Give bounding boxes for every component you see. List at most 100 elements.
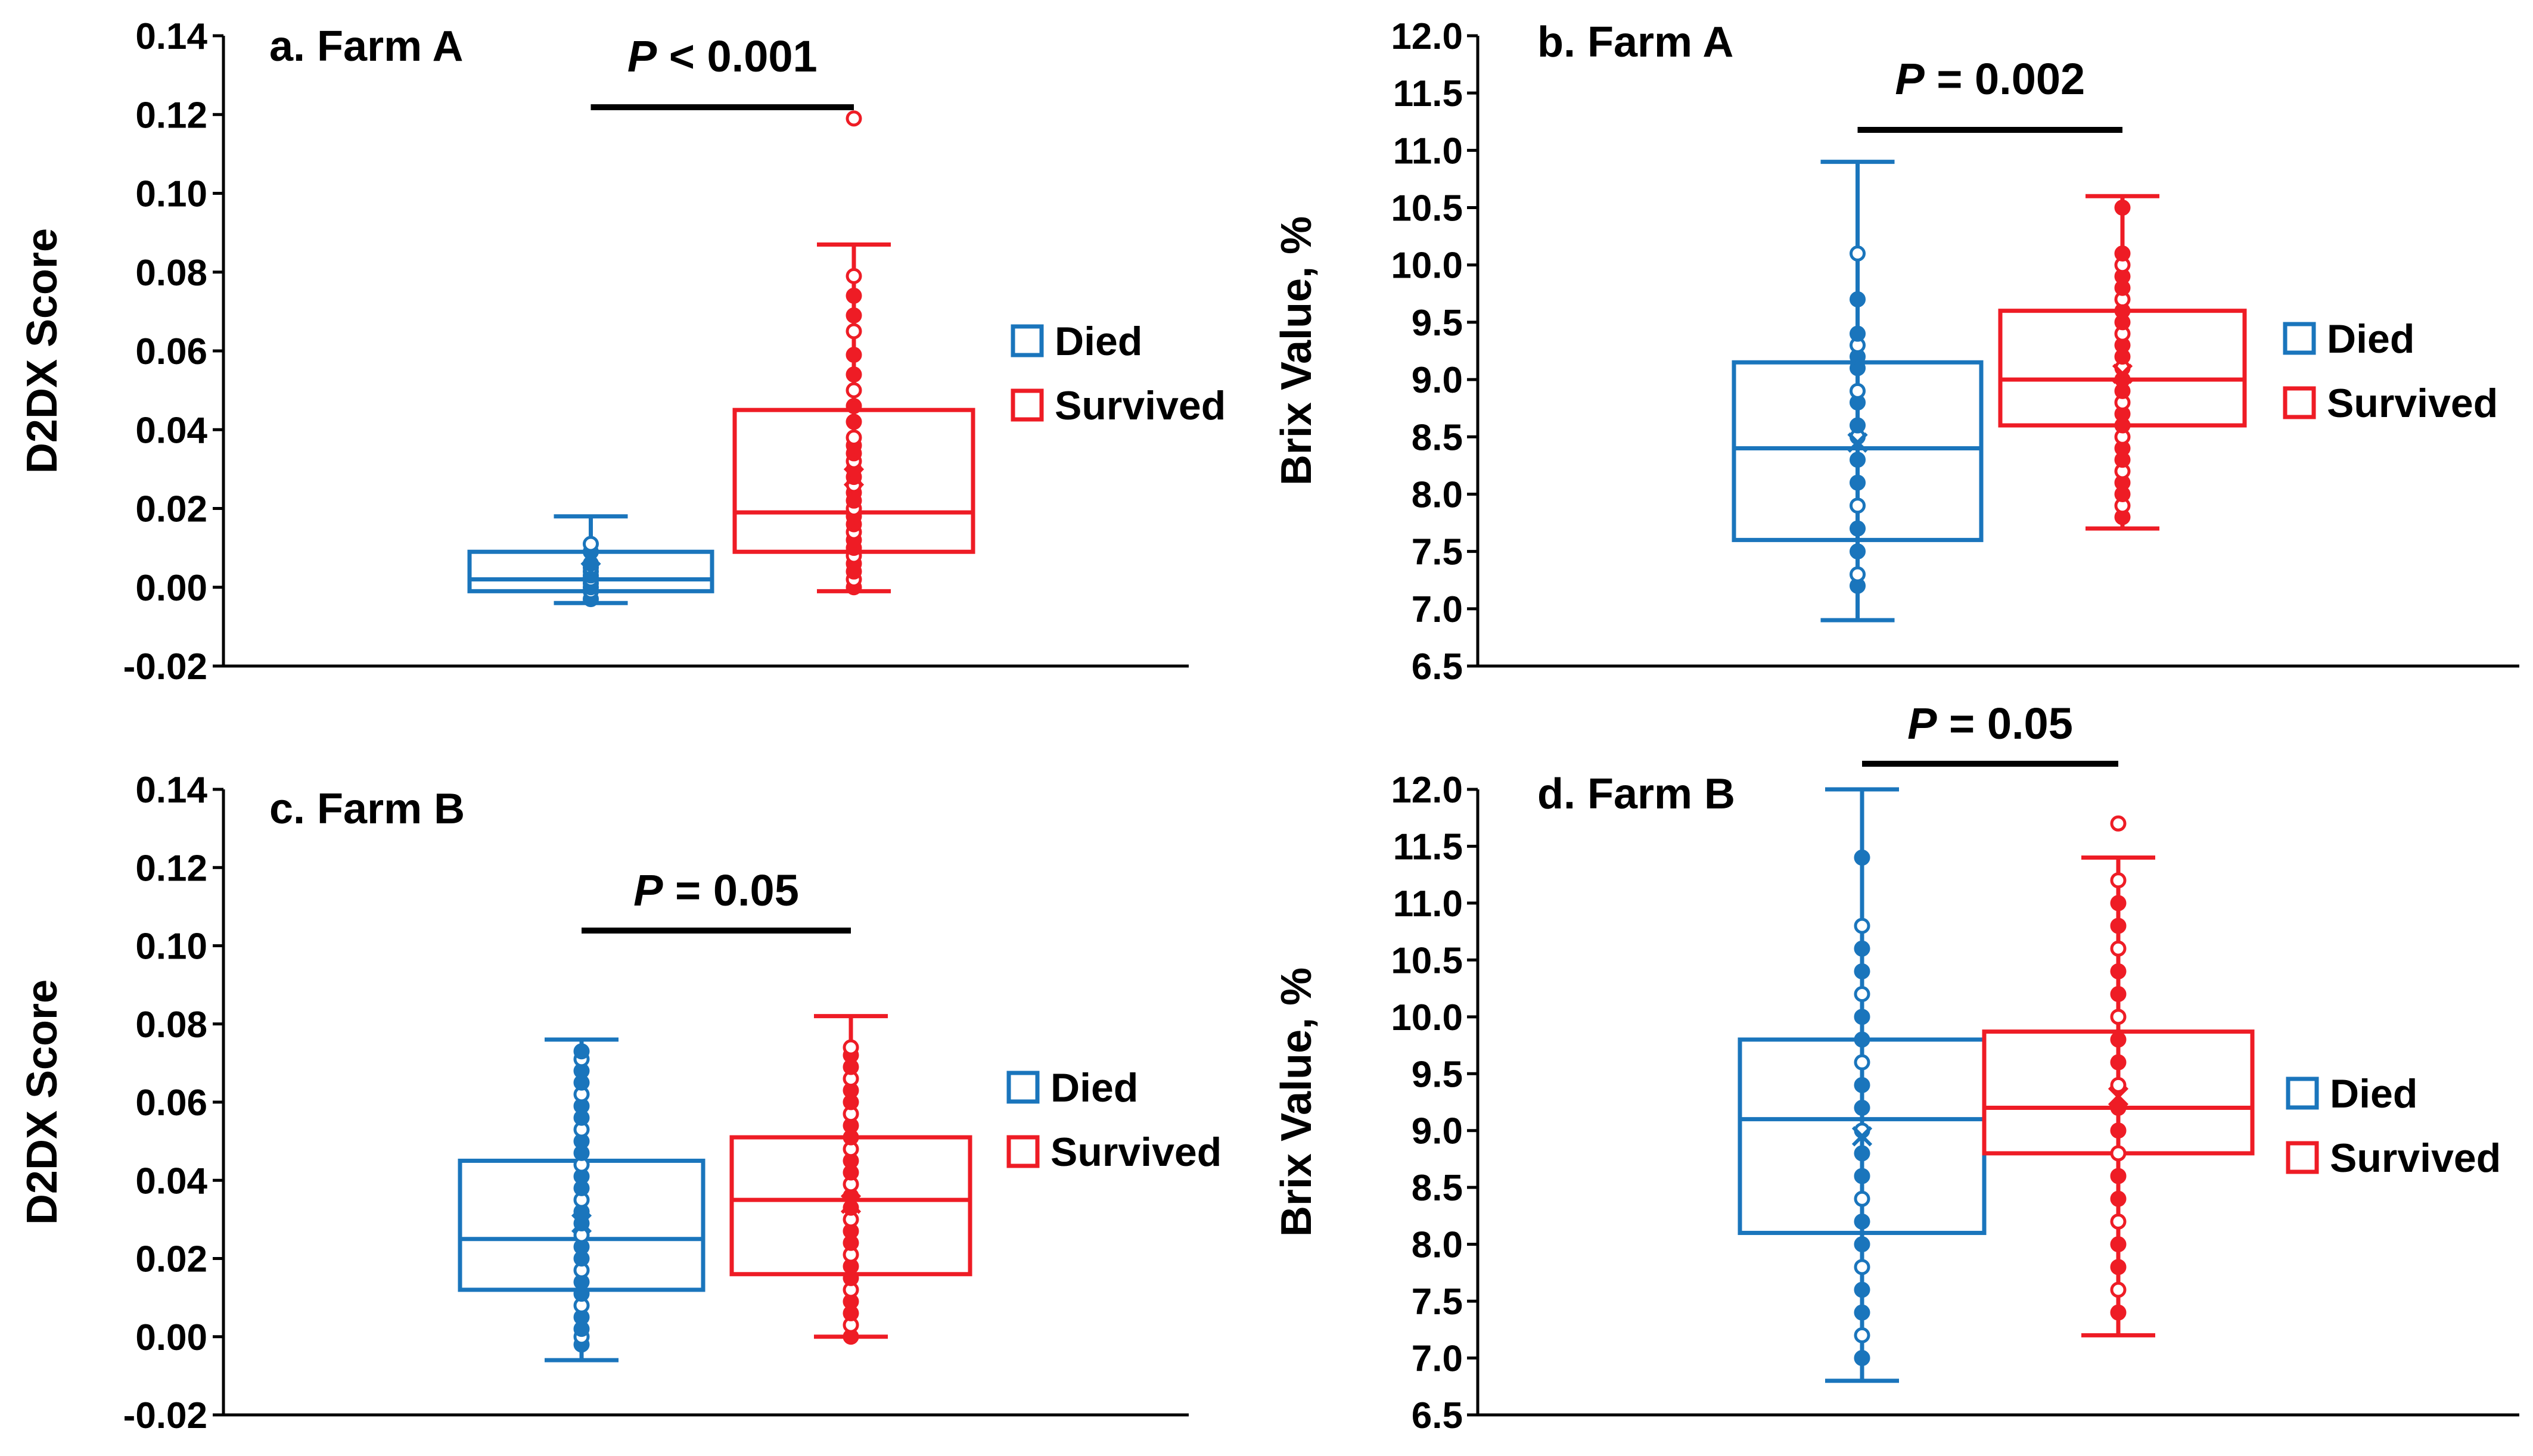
p-symbol: P [627, 32, 657, 81]
y-tick-label: 10.0 [1391, 997, 1463, 1038]
y-tick-label: 9.5 [1412, 1054, 1463, 1095]
data-point [1854, 1190, 1870, 1207]
data-point [1854, 1259, 1870, 1275]
data-point [846, 382, 862, 399]
y-tick-label: 11.5 [1393, 826, 1463, 867]
data-point [843, 1039, 859, 1056]
data-point [2110, 1281, 2127, 1298]
y-tick-label: -0.02 [123, 1395, 207, 1436]
data-point [2110, 1077, 2127, 1093]
data-point [1850, 382, 1866, 399]
data-point [1854, 940, 1870, 957]
y-tick-label: 9.0 [1412, 1111, 1463, 1152]
p-value-label: P = 0.05 [633, 866, 799, 915]
mean-marker [2112, 363, 2133, 384]
y-tick-label: 10.5 [1391, 940, 1463, 981]
series-survived [1982, 815, 2255, 1337]
p-symbol: P [1895, 54, 1925, 104]
data-point [2110, 986, 2127, 1003]
data-point [2110, 1100, 2127, 1116]
y-tick-label: 0.06 [135, 1082, 207, 1124]
data-point [2114, 245, 2131, 262]
data-point [2110, 1190, 2127, 1207]
y-tick-label: 0.08 [135, 253, 207, 294]
data-point [2110, 1054, 2127, 1071]
y-tick-label: 0.08 [135, 1004, 207, 1046]
y-tick-label: 7.0 [1412, 589, 1463, 630]
y-tick-label: 8.5 [1412, 1168, 1463, 1209]
data-point [1850, 474, 1866, 491]
y-tick-label: 10.5 [1391, 188, 1463, 229]
legend-swatch-died [1011, 324, 1044, 357]
y-tick-label: 8.0 [1412, 474, 1463, 515]
data-point [2110, 1031, 2127, 1048]
y-tick-label: 9.5 [1412, 303, 1463, 344]
data-point [583, 536, 599, 552]
data-point [1850, 566, 1866, 583]
legend-swatch-survived [2286, 1141, 2319, 1174]
y-tick-label: 7.5 [1412, 532, 1463, 573]
legend-label-died: Died [2327, 316, 2414, 362]
y-tick-label: 12.0 [1391, 770, 1463, 811]
data-point [2110, 940, 2127, 957]
y-tick-label: 0.04 [135, 1161, 207, 1202]
data-point [1854, 1213, 1870, 1230]
y-tick-label: 11.0 [1393, 130, 1463, 172]
panel-d-farm-b-brix: 6.5 7.0 7.5 8.0 8.5 9.0 9.5 10.0 10.5 11.0 11.5 12.… [1273, 699, 2519, 1436]
data-point [846, 307, 862, 323]
legend: Died Survived [2286, 1071, 2501, 1181]
panel-b-farm-a-brix: 6.5 7.0 7.5 8.0 8.5 9.0 9.5 10.0 10.5 11.0 11.5 12.… [1273, 16, 2519, 687]
y-tick-label: 0.00 [135, 1317, 207, 1358]
y-tick-label: -0.02 [123, 646, 207, 687]
data-point [1850, 245, 1866, 262]
y-tick-label: 0.14 [135, 770, 207, 811]
data-point [1854, 1350, 1870, 1367]
data-point [846, 429, 862, 446]
data-point [1854, 850, 1870, 866]
data-point [1850, 325, 1866, 342]
data-point [1854, 1327, 1870, 1343]
data-point [2110, 1236, 2127, 1253]
y-axis-title: D2DX Score [18, 979, 66, 1225]
data-point [1854, 917, 1870, 934]
legend-swatch-died [1006, 1071, 1040, 1104]
y-tick-label: 0.12 [135, 95, 207, 136]
legend: Died Survived [2283, 316, 2498, 426]
y-tick-label: 6.5 [1412, 646, 1463, 687]
data-point [2110, 872, 2127, 889]
y-tick-label: 0.14 [135, 16, 207, 57]
series-survived [732, 110, 975, 596]
panel-a-farm-a-d2dx: -0.02 0.00 0.02 0.04 0.06 0.08 0.10 0.12 0.14 D2D… [18, 16, 1226, 687]
legend-label-survived: Survived [1055, 383, 1226, 428]
p-value-text: = 0.05 [1937, 699, 2073, 748]
data-point [1854, 1304, 1870, 1321]
data-point [1854, 1100, 1870, 1116]
legend: Died Survived [1006, 1065, 1222, 1175]
y-tick-label: 8.5 [1412, 417, 1463, 458]
y-tick-label: 0.02 [135, 489, 207, 530]
data-point [1854, 1031, 1870, 1048]
mean-marker [580, 561, 601, 582]
p-value-text: < 0.001 [657, 32, 818, 81]
mean-marker [571, 1213, 592, 1234]
p-value-label: P = 0.05 [1907, 699, 2073, 748]
y-tick-label: 8.0 [1412, 1225, 1463, 1266]
p-symbol: P [1907, 699, 1937, 748]
legend-label-survived: Survived [1051, 1130, 1222, 1175]
series-died [467, 514, 714, 608]
p-value-text: = 0.05 [663, 866, 799, 915]
y-tick-label: 0.02 [135, 1239, 207, 1280]
y-axis-title: Brix Value, % [1273, 216, 1320, 486]
series-died [1738, 787, 1987, 1383]
data-point [846, 413, 862, 430]
data-point [1854, 1145, 1870, 1162]
legend-swatch-survived [2283, 386, 2316, 419]
data-point [1850, 417, 1866, 434]
mean-marker [1851, 1126, 1873, 1147]
panel-title: a. Farm A [269, 23, 463, 70]
panel-c-farm-b-d2dx: -0.02 0.00 0.02 0.04 0.06 0.08 0.10 0.12 0.14 D2D… [18, 770, 1222, 1436]
y-axis-title: D2DX Score [18, 228, 66, 474]
legend-swatch-died [2283, 322, 2316, 355]
data-point [2110, 1145, 2127, 1162]
data-point [846, 347, 862, 363]
